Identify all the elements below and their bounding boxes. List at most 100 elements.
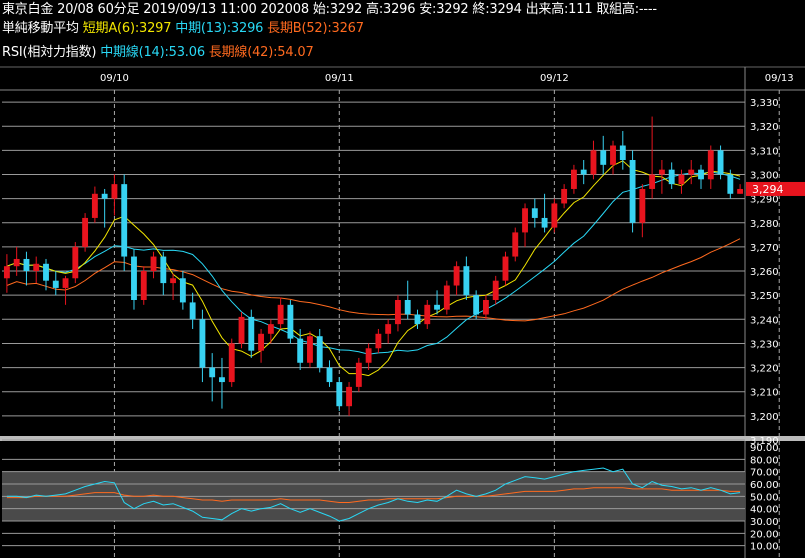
candle [111,174,118,216]
rsi-legend: RSI(相対力指数) 中期線(14):53.06 長期線(42):54.07 [2,45,314,61]
candle [717,145,724,180]
candle-body [287,304,294,339]
candle-body [570,169,577,189]
candle [316,328,323,373]
candle [375,328,382,354]
ma-long-legend: 長期B(52):3267 [267,21,364,36]
candle [91,186,98,223]
candle-body [639,188,646,223]
rsi-tick-label: 50.00 [750,492,779,503]
candle [737,184,744,194]
candle-body [336,382,343,407]
candle-body [629,160,636,223]
candle-body [404,300,411,315]
date-label: 09/12 [540,73,569,84]
candle [219,357,225,409]
price-tick-label: 3,210 [750,388,779,399]
candle [395,295,401,332]
candle-body [82,217,89,247]
candle-body [649,174,656,189]
candle-body [522,208,528,233]
candle [150,251,157,279]
chart-info-line: 東京白金 20/08 60分足 2019/09/13 11:00 202008 … [2,2,657,18]
date-label: 09/10 [100,73,129,84]
candle [170,273,177,300]
candle [287,300,294,344]
last-price-tag [746,181,805,196]
price-tick-label: 3,260 [750,267,779,278]
candle-body [658,169,665,175]
candle-body [600,150,607,165]
candle-body [228,343,235,383]
candle [590,140,597,180]
rsi-tick-label: 40.00 [750,505,779,516]
candle-body [434,304,440,310]
ma-short-legend: 短期A(6):3297 [82,21,172,36]
candle [346,382,352,416]
candle [658,160,665,194]
candle [678,169,685,194]
candle-body [737,188,744,194]
candle [199,309,206,383]
candle-body [199,319,206,368]
candle [13,246,20,276]
price-tick-label: 3,240 [750,315,779,326]
candle [52,271,59,296]
candle-body [72,246,79,279]
candle-body [23,258,30,272]
ma-mid-legend: 中期(13):3296 [175,21,264,36]
candle [62,275,69,305]
candle [179,271,186,310]
moving-average-legend: 単純移動平均 短期A(6):3297 中期(13):3296 長期B(52):3… [2,21,364,37]
candle-body [307,336,313,363]
candle [82,213,89,252]
candle [365,343,372,370]
candle [209,353,216,402]
candle [228,338,235,387]
candle [463,256,470,300]
candle-body [473,295,480,315]
candle-body [297,338,304,363]
candle-body [316,336,323,368]
candle-body [453,266,460,286]
candle-body [277,304,284,325]
rsi-tick-label: 70.00 [750,468,779,479]
candle-body [414,314,421,325]
candle [160,251,167,296]
candle-body [179,278,186,303]
candle [698,164,704,189]
candle-body [326,367,333,383]
candle-body [463,266,470,296]
candle [258,328,265,363]
candle-body [43,263,49,281]
candle [140,266,147,305]
candle-body [551,203,558,228]
candle [502,251,509,286]
price-tick-label: 3,230 [750,339,779,350]
pane-divider [0,436,805,441]
candle [707,145,714,189]
price-tick-label: 3,220 [750,364,779,375]
candle-body [482,300,489,315]
candle-body [267,324,274,334]
candle [473,290,480,320]
price-tick-label: 3,280 [750,219,779,230]
candle [610,140,616,175]
candle-body [707,150,714,180]
price-tick-label: 3,290 [750,195,779,206]
candle [33,256,40,284]
price-tick-label: 3,330 [750,98,779,109]
rsi-long-line [6,487,741,503]
candle-body [219,377,225,383]
candle-body [561,188,568,204]
candle-body [13,258,20,267]
candle-body [101,193,108,199]
candle-body [238,316,245,344]
candle [336,377,343,412]
candle [580,160,587,185]
candle-body [512,232,519,257]
last-price-label: 3,294 [752,183,784,196]
candle-body [91,193,98,218]
rsi-tick-label: 20.00 [750,529,779,540]
